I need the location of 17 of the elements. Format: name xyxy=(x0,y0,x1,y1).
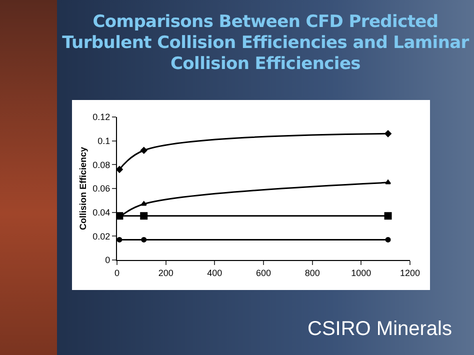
x-tick-label: 0 xyxy=(114,268,120,278)
x-tick-label: 200 xyxy=(158,268,174,278)
y-tick-label: 0.08 xyxy=(92,160,110,170)
chart-title: Comparisons Between CFD Predicted Turbulent Collision Efficiencies and Laminar Collision Efficiencies xyxy=(61,12,470,75)
x-tick-label: 600 xyxy=(256,268,272,278)
x-tick-label: 400 xyxy=(207,268,222,278)
x-tick-label: 1000 xyxy=(351,268,372,278)
x-tick-label: 1200 xyxy=(400,268,420,278)
y-tick-label: 0.02 xyxy=(92,231,110,242)
y-tick-label: 0.1 xyxy=(98,136,110,146)
y-axis-title: Collision Efficiency xyxy=(78,146,88,230)
y-tick-label: 0.12 xyxy=(92,112,110,122)
x-tick-label: 800 xyxy=(304,268,320,278)
y-tick-label: 0.06 xyxy=(92,184,110,194)
y-tick-label: 0.04 xyxy=(92,207,110,218)
y-tick-label: 0 xyxy=(105,255,110,266)
text: CSIRO Minerals xyxy=(308,318,452,341)
